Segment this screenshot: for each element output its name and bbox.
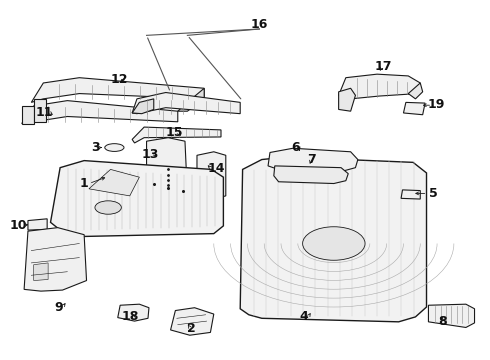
Polygon shape [339, 74, 420, 99]
Polygon shape [34, 263, 48, 280]
Text: 4: 4 [299, 310, 308, 323]
Polygon shape [147, 138, 187, 198]
Polygon shape [50, 161, 223, 237]
Polygon shape [34, 99, 46, 122]
Text: 8: 8 [439, 315, 447, 328]
Text: 10: 10 [10, 219, 27, 231]
Polygon shape [268, 148, 358, 172]
Text: 11: 11 [36, 106, 53, 119]
Polygon shape [274, 166, 348, 184]
Text: 2: 2 [187, 322, 196, 335]
Polygon shape [197, 152, 226, 198]
Text: 9: 9 [54, 301, 63, 314]
Text: 13: 13 [141, 148, 159, 161]
Polygon shape [22, 100, 178, 123]
Polygon shape [22, 106, 34, 123]
Text: 14: 14 [207, 162, 225, 175]
Polygon shape [401, 190, 420, 199]
Polygon shape [171, 308, 214, 335]
Text: 1: 1 [80, 177, 89, 190]
Polygon shape [408, 83, 423, 99]
Text: 15: 15 [165, 126, 183, 139]
Polygon shape [428, 304, 474, 328]
Text: 3: 3 [91, 141, 99, 154]
Text: 17: 17 [374, 60, 392, 73]
Polygon shape [132, 127, 221, 143]
Text: 18: 18 [122, 310, 139, 323]
Text: 5: 5 [429, 187, 438, 200]
Polygon shape [28, 219, 47, 230]
Polygon shape [339, 88, 355, 111]
Polygon shape [178, 88, 204, 111]
Ellipse shape [105, 144, 124, 152]
Polygon shape [24, 228, 87, 291]
Ellipse shape [95, 201, 122, 214]
Text: 16: 16 [251, 18, 268, 31]
Text: 19: 19 [427, 98, 445, 111]
Polygon shape [89, 170, 139, 196]
Text: 12: 12 [110, 73, 128, 86]
Text: 6: 6 [291, 141, 300, 154]
Polygon shape [118, 304, 149, 321]
Polygon shape [240, 157, 426, 322]
Polygon shape [403, 102, 425, 115]
Polygon shape [132, 93, 240, 114]
Polygon shape [31, 78, 204, 102]
Ellipse shape [303, 227, 365, 260]
Polygon shape [132, 99, 154, 114]
Text: 7: 7 [307, 153, 316, 166]
